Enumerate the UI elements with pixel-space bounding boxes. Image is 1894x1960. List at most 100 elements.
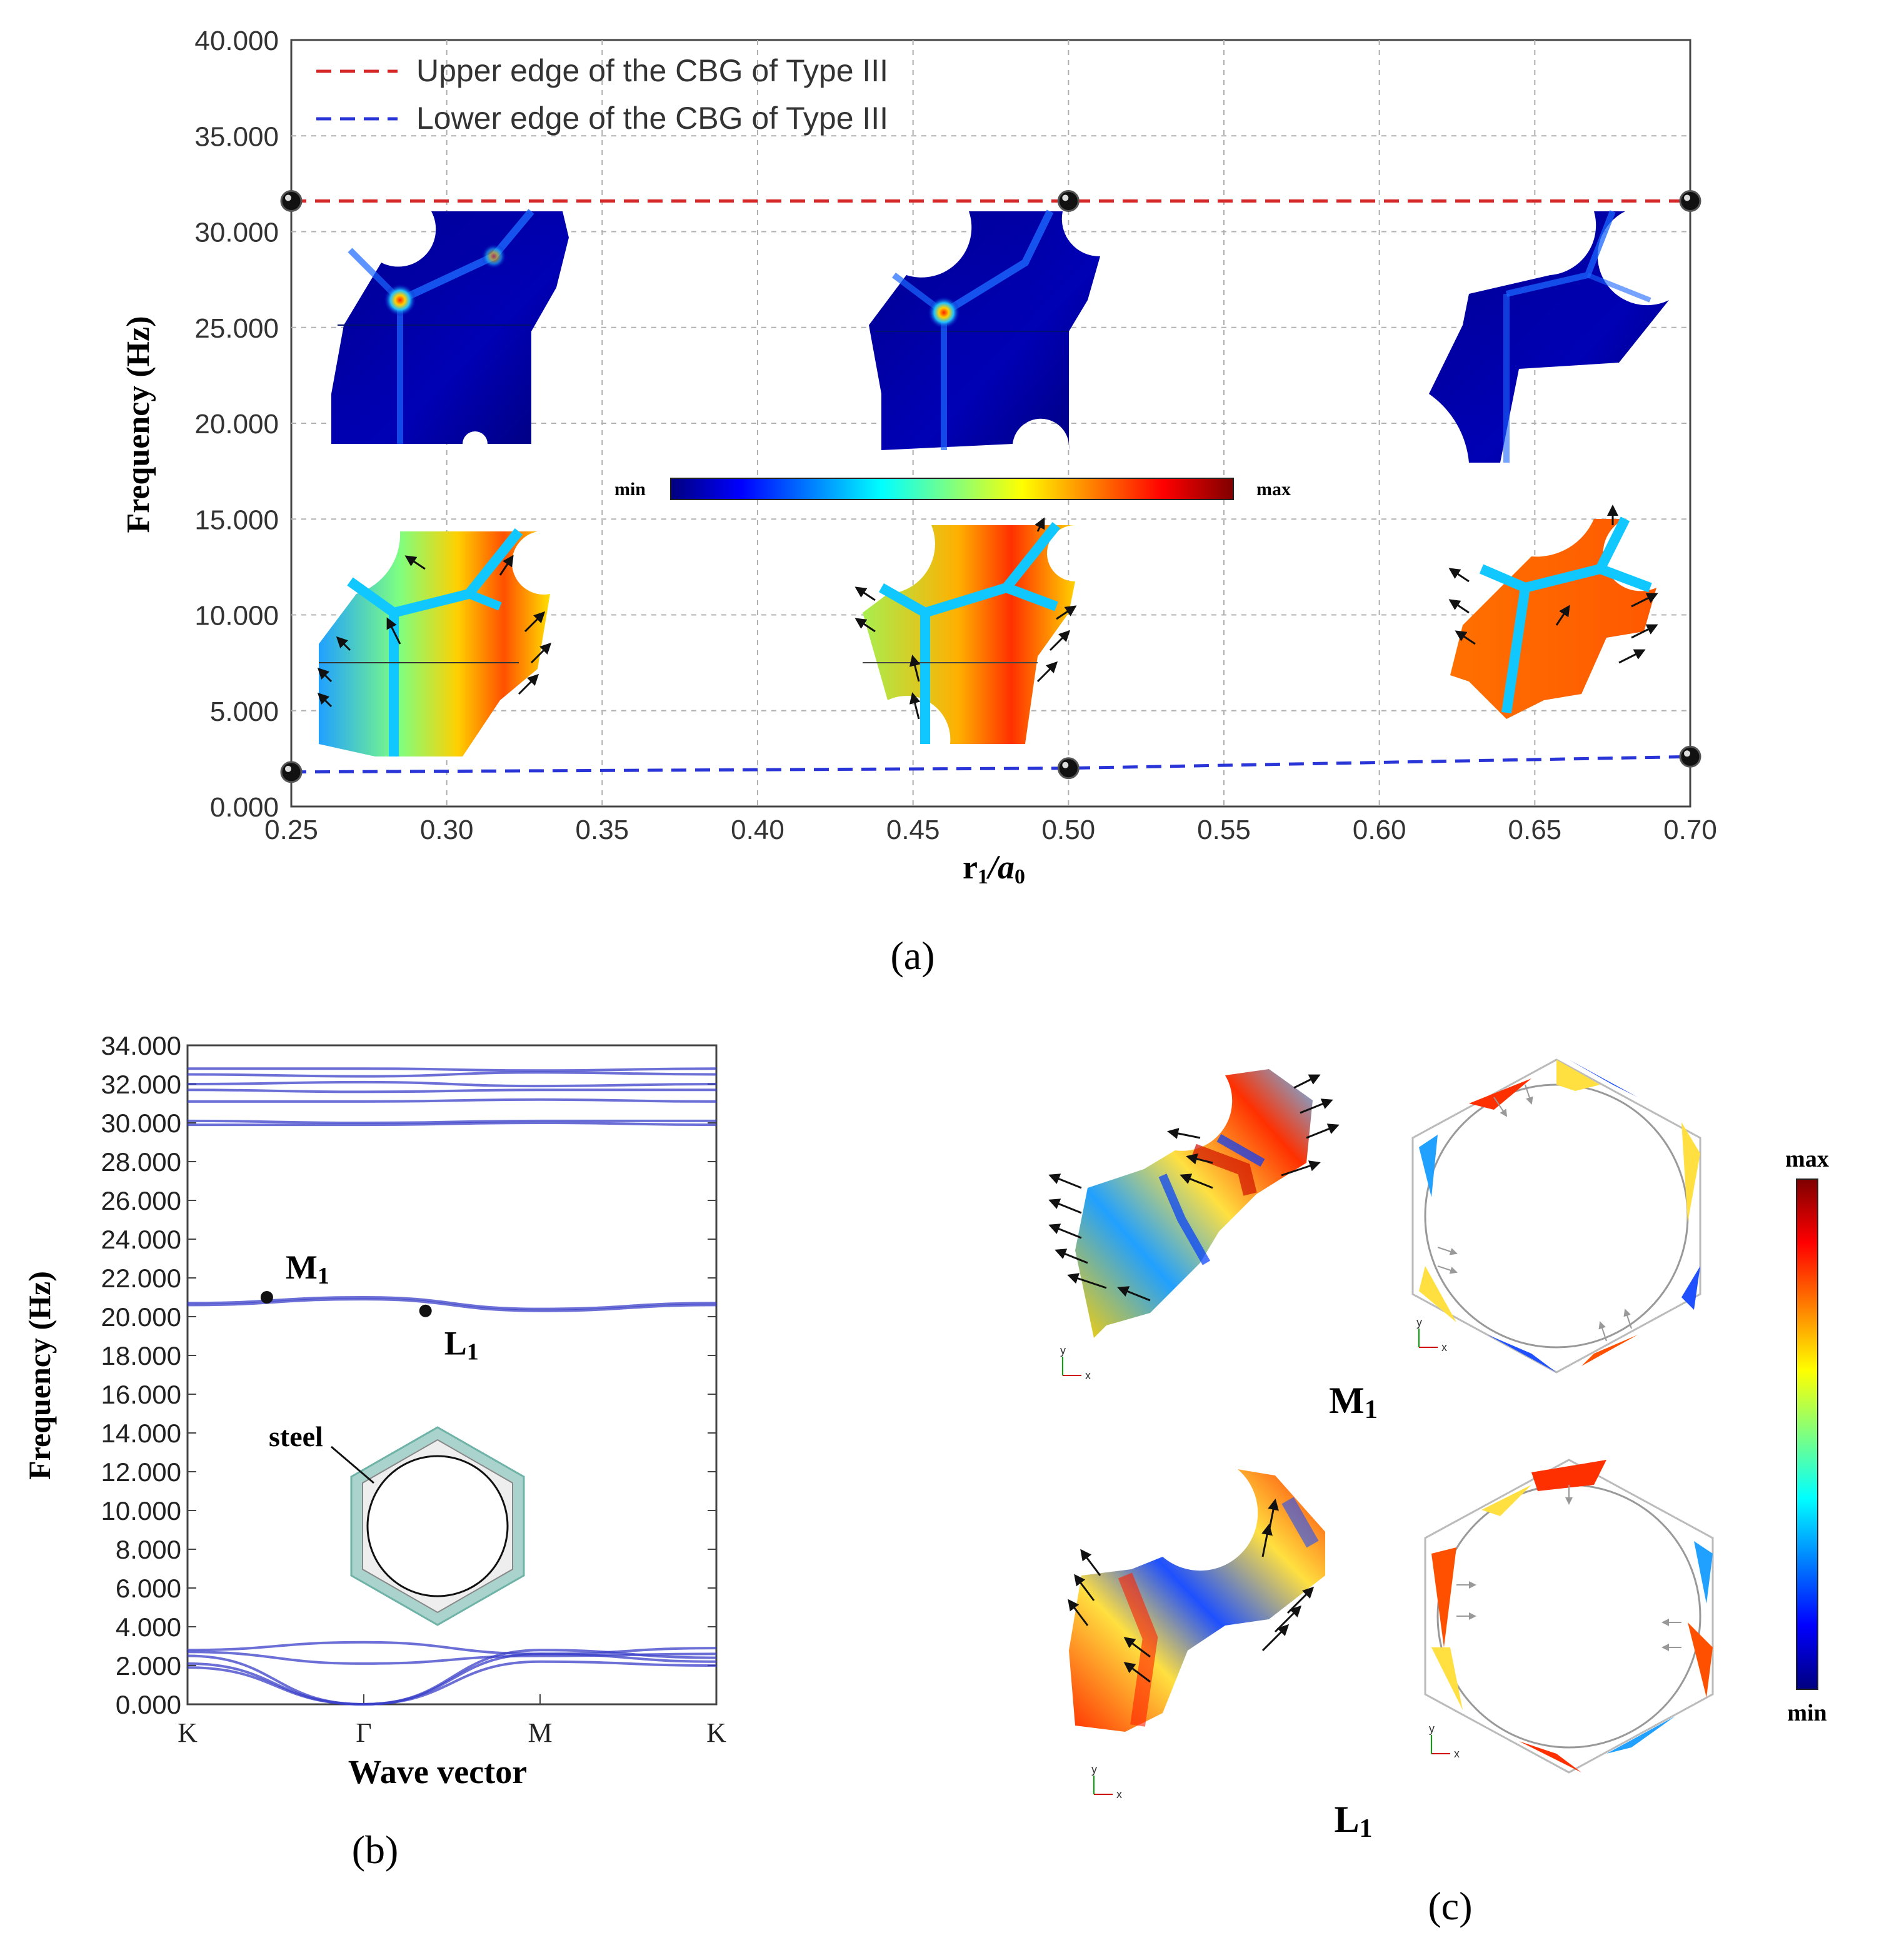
- y-tick-label: 34.000: [101, 1031, 181, 1060]
- x-tick-label: 0.60: [1353, 815, 1406, 845]
- colorbar-max-label: max: [1785, 1146, 1829, 1172]
- x-label-sub0: 0: [1015, 865, 1025, 888]
- x-tick-label: 0.55: [1197, 815, 1251, 845]
- y-tick-label: 6.000: [116, 1574, 181, 1603]
- svg-text:x: x: [1454, 1747, 1460, 1760]
- data-point-marker: [1057, 189, 1080, 212]
- mode-l1-3d-view: x y: [1068, 1469, 1325, 1801]
- y-tick-label: 2.000: [116, 1651, 181, 1681]
- x-tick-label: Γ: [356, 1717, 371, 1748]
- axis-triad-icon: x y: [1429, 1722, 1460, 1760]
- unit-cell-mode-shape-lower: [317, 505, 1658, 756]
- colorbar-min-label: min: [614, 479, 646, 500]
- x-tick-label: M: [528, 1717, 552, 1748]
- lower-edge-line: [291, 755, 1691, 774]
- panel-a-x-ticks: 0.25 0.30 0.35 0.40 0.45 0.50 0.55 0.60 0.65 0.70: [264, 815, 1717, 845]
- panel-b-band-lines: [187, 1067, 717, 1706]
- panel-b: 0.000 2.000 4.000 6.000 8.000 10.000 12.000 14.…: [22, 1031, 726, 1872]
- x-tick-label: 0.40: [731, 815, 784, 845]
- mode-m1-3d-view: x y: [1048, 1069, 1340, 1382]
- x-tick-label: 0.70: [1663, 815, 1717, 845]
- y-tick-label: 14.000: [101, 1419, 181, 1448]
- y-tick-label: 0.000: [116, 1690, 181, 1719]
- mode-point-marker: [260, 1291, 273, 1304]
- y-tick-label: 8.000: [116, 1535, 181, 1564]
- data-point-marker: [1057, 757, 1080, 780]
- panel-a-legend: Upper edge of the CBG of Type III Lower …: [316, 53, 888, 136]
- x-tick-label: 0.30: [420, 815, 474, 845]
- svg-text:y: y: [1429, 1722, 1435, 1735]
- x-label-r: r: [963, 848, 978, 886]
- data-point-highlight: [285, 765, 291, 772]
- steel-label: steel: [269, 1420, 323, 1452]
- y-tick-label: 5.000: [210, 696, 279, 727]
- data-point-marker: [1679, 189, 1701, 212]
- svg-text:x: x: [1441, 1341, 1447, 1354]
- y-tick-label: 40.000: [194, 26, 279, 56]
- band-line: [187, 1649, 717, 1706]
- y-tick-label: 20.000: [101, 1302, 181, 1332]
- y-tick-label: 22.000: [101, 1264, 181, 1293]
- y-tick-label: 35.000: [194, 121, 279, 152]
- band-line: [187, 1080, 717, 1088]
- band-line: [187, 1295, 717, 1310]
- y-tick-label: 30.000: [101, 1108, 181, 1138]
- panel-b-y-axis-label: Frequency (Hz): [22, 1271, 57, 1480]
- panel-b-caption: (b): [352, 1827, 399, 1872]
- y-tick-label: 18.000: [101, 1341, 181, 1370]
- band-line: [187, 1660, 717, 1706]
- svg-text:y: y: [1416, 1316, 1422, 1329]
- y-tick-label: 16.000: [101, 1380, 181, 1409]
- band-line: [187, 1067, 717, 1072]
- panel-c: x y: [1048, 1058, 1829, 1928]
- band-line: [187, 1121, 717, 1127]
- svg-text:x: x: [1116, 1788, 1122, 1801]
- mode-point-label: M1: [286, 1249, 329, 1289]
- panel-a: 0.000 5.000 10.000 15.000 20.000 25.000 30.000…: [121, 26, 1717, 978]
- data-point-marker: [280, 761, 303, 783]
- y-tick-label: 0.000: [210, 792, 279, 823]
- panel-a-series: [280, 189, 1701, 783]
- legend-upper-label: Upper edge of the CBG of Type III: [416, 53, 888, 88]
- mode-point-marker: [419, 1304, 432, 1317]
- panel-a-x-axis-label: r1/a0: [963, 848, 1025, 888]
- y-tick-label: 20.000: [194, 409, 279, 440]
- data-point-highlight: [1062, 194, 1069, 201]
- x-tick-label: 0.25: [264, 815, 318, 845]
- axis-triad-icon: x y: [1416, 1316, 1447, 1354]
- svg-text:y: y: [1091, 1763, 1097, 1776]
- y-tick-label: 12.000: [101, 1457, 181, 1487]
- panel-c-caption: (c): [1428, 1884, 1472, 1928]
- panel-a-y-axis-label: Frequency (Hz): [121, 316, 156, 533]
- mode-l1-ring-view: x y: [1424, 1459, 1714, 1774]
- band-line: [187, 1071, 717, 1078]
- y-tick-label: 25.000: [194, 313, 279, 344]
- y-tick-label: 26.000: [101, 1186, 181, 1215]
- colorbar-max-label: max: [1256, 479, 1291, 500]
- band-line: [187, 1298, 717, 1312]
- mode-m1-label: M1: [1329, 1380, 1378, 1424]
- data-point-highlight: [1062, 761, 1069, 768]
- x-label-sub1: 1: [978, 865, 988, 888]
- y-tick-label: 10.000: [101, 1496, 181, 1525]
- axis-triad-icon: x y: [1091, 1763, 1122, 1801]
- axis-triad-icon: x y: [1060, 1344, 1091, 1382]
- band-line: [187, 1641, 717, 1656]
- data-point-marker: [280, 189, 303, 212]
- x-tick-label: K: [706, 1717, 726, 1748]
- panel-a-caption: (a): [890, 933, 934, 978]
- x-tick-label: 0.65: [1508, 815, 1562, 845]
- unit-cell-mode-shape-upper: [331, 209, 1669, 463]
- panel-b-x-axis-label: Wave vector: [348, 1753, 527, 1791]
- data-point-marker: [1679, 745, 1701, 768]
- svg-text:y: y: [1060, 1344, 1066, 1357]
- steel-pointer-line: [331, 1445, 374, 1484]
- band-line: [187, 1098, 717, 1103]
- band-line: [187, 1652, 717, 1706]
- panel-a-y-ticks: 0.000 5.000 10.000 15.000 20.000 25.000 30.000…: [194, 26, 279, 823]
- mode-m1-ring-view: x y: [1411, 1058, 1701, 1374]
- mode-l1-label: L1: [1334, 1799, 1372, 1843]
- panel-a-colorbar: min max: [614, 478, 1291, 500]
- legend-lower-label: Lower edge of the CBG of Type III: [416, 101, 888, 136]
